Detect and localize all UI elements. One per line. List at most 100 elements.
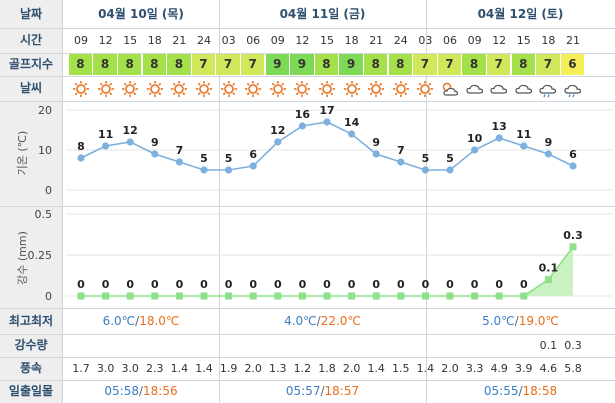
rainfall-cell (266, 334, 290, 357)
precip-data-label: 0 (446, 278, 454, 291)
precip-axis-label: 강수 (mm) (16, 231, 29, 285)
cloudy-icon (487, 78, 511, 100)
precip-point (372, 292, 380, 300)
date-day-1: 04월 10일 (목) (98, 7, 184, 21)
time-cell: 24 (197, 34, 211, 47)
temp-data-label: 7 (397, 144, 405, 157)
cloudy-icon (512, 78, 536, 100)
temperature-chart: 기온 (℃) 0 10 20 8 11 12 9 7 5 5 6 12 16 17 14 9 7 5 5 10 13 11… (16, 104, 612, 197)
golf-index-cell: 8 (363, 54, 389, 75)
sun-icon (340, 78, 364, 100)
precip-data-label: 0 (225, 278, 233, 291)
golf-index-cell: 7 (413, 54, 438, 75)
precip-point (495, 292, 503, 300)
rainfall-cell (438, 334, 462, 357)
sun-icon (364, 78, 388, 100)
temp-axis-label: 기온 (℃) (16, 131, 29, 176)
golf-index-label: 골프지수 (0, 53, 63, 76)
temp-point (323, 118, 331, 126)
rainfall-cell (413, 334, 437, 357)
temp-point (544, 150, 553, 158)
temp-point (520, 142, 528, 150)
precip-point (225, 292, 233, 300)
time-cell: 03 (221, 34, 236, 47)
temp-point (274, 138, 282, 146)
sun-icon (266, 78, 290, 100)
rainfall-cell: 0.3 (564, 339, 582, 352)
temp-data-label: 5 (200, 152, 208, 165)
golf-index-cell: 8 (117, 54, 143, 75)
precip-data-label: 0.1 (539, 262, 559, 275)
minmax-day-2: 4.0℃/22.0℃ (284, 314, 361, 328)
wind-cell: 3.0 (96, 362, 115, 375)
temp-data-label: 9 (545, 136, 553, 149)
wind-cell: 1.5 (392, 362, 410, 375)
rainfall-cell (217, 334, 241, 357)
wind-cell: 1.4 (195, 362, 213, 375)
wind-cell: 1.3 (269, 362, 287, 375)
time-cell: 12 (295, 34, 310, 47)
minmax-label: 최고최저 (0, 308, 63, 334)
precip-tick-label: 0 (45, 290, 52, 303)
wind-cell: 3.9 (515, 362, 533, 375)
date-day-3: 04월 12일 (토) (477, 7, 564, 21)
temp-data-label: 11 (98, 128, 113, 141)
temp-tick-label: 0 (45, 184, 52, 197)
temp-data-label: 11 (516, 128, 531, 141)
temp-point (569, 162, 577, 170)
time-cell: 18 (344, 34, 359, 47)
date-label: 날짜 (0, 0, 63, 28)
precip-data-label: 0 (299, 278, 307, 291)
precip-data-label: 0 (372, 278, 380, 291)
temp-point (200, 166, 208, 174)
minmax-day-1: 6.0℃/18.0℃ (102, 314, 180, 328)
golf-index-cell: 8 (93, 54, 118, 75)
time-cell: 18 (541, 34, 556, 47)
sun-icon (167, 78, 191, 100)
temp-point (298, 122, 306, 130)
precip-data-label: 0 (200, 278, 208, 291)
sun-day-1: 05:58/18:56 (104, 384, 178, 398)
time-cell: 12 (98, 34, 113, 47)
time-cell: 06 (246, 34, 261, 47)
time-cell: 15 (320, 34, 334, 47)
golf-index-cell: 9 (290, 54, 315, 75)
wind-cell: 4.9 (490, 362, 508, 375)
rainfall-cell (69, 334, 93, 357)
temp-data-label: 13 (492, 120, 507, 133)
wind-cell: 1.4 (367, 362, 385, 375)
golf-index-cell: 7 (536, 54, 561, 75)
precip-point (348, 292, 356, 300)
rainfall-cell (487, 334, 511, 357)
temp-point (348, 130, 356, 138)
time-cell: 24 (393, 34, 408, 47)
time-cell: 03 (418, 34, 433, 47)
temp-point (446, 166, 454, 174)
precip-point (544, 276, 552, 284)
temp-data-label: 5 (422, 152, 430, 165)
temp-point (421, 166, 429, 174)
time-cell: 12 (492, 34, 507, 47)
wind-cell: 4.6 (539, 362, 558, 375)
temp-tick-label: 10 (38, 144, 52, 157)
precip-chart-label-cell (0, 206, 63, 308)
temp-point (175, 158, 183, 166)
precip-point (323, 292, 331, 300)
sun-icon (413, 78, 437, 100)
sun-day-2: 05:57/18:57 (285, 384, 360, 398)
precip-data-label: 0 (274, 278, 282, 291)
rainfall-cell (118, 334, 142, 357)
temp-data-label: 9 (372, 136, 380, 149)
rainfall-cell (364, 334, 388, 357)
temp-data-label: 5 (225, 152, 233, 165)
sun-icon (143, 78, 167, 100)
precip-data-label: 0 (520, 278, 528, 291)
temp-data-label: 7 (176, 144, 184, 157)
wind-cell: 5.8 (564, 362, 582, 375)
precip-data-label: 0 (323, 278, 331, 291)
temp-point (397, 158, 405, 166)
sun-icon (94, 78, 118, 100)
wind-cell: 1.2 (293, 362, 312, 375)
time-cell: 09 (270, 34, 285, 47)
rainfall-cell (143, 334, 167, 357)
